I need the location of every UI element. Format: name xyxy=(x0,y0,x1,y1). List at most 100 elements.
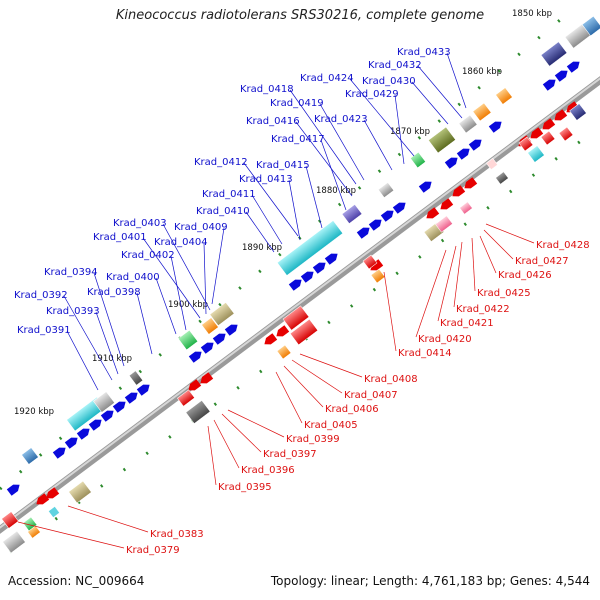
gene-block xyxy=(569,103,587,121)
gene-label-layer: 1850 kbp 1860 kbp 1870 kbp 1880 kbp 1890 kbp… xyxy=(14,9,590,556)
leader-line xyxy=(227,409,285,438)
gene-label: Krad_0413 xyxy=(239,174,293,185)
gene-label: Krad_0398 xyxy=(87,287,141,298)
leader-line xyxy=(363,119,393,171)
gene-label: Krad_0403 xyxy=(113,218,167,229)
gene-block xyxy=(459,201,473,215)
accession-label: Accession: NC_009664 xyxy=(8,574,145,588)
gene-label: Krad_0404 xyxy=(154,237,208,248)
gene-label: Krad_0414 xyxy=(398,348,452,359)
leader-line xyxy=(243,162,299,237)
leader-line xyxy=(320,139,347,211)
leader-line xyxy=(485,223,535,244)
gene-label: Krad_0424 xyxy=(300,73,354,84)
gene-label: Krad_0406 xyxy=(325,404,379,415)
gene-arrow xyxy=(554,109,568,121)
gene-label: Krad_0415 xyxy=(256,160,310,171)
gene-arrow xyxy=(88,419,102,431)
leader-line xyxy=(221,413,262,453)
leader-line xyxy=(415,249,447,338)
gene-label: Krad_0399 xyxy=(286,434,340,445)
scale-label: 1920 kbp xyxy=(14,407,54,417)
gene-arrow xyxy=(124,392,138,404)
gene-arrow xyxy=(136,384,150,396)
gene-arrow xyxy=(64,437,78,449)
gene-arrow xyxy=(276,325,290,337)
gene-block xyxy=(276,220,344,276)
reverse-strand-track xyxy=(1,101,587,554)
gene-block xyxy=(410,151,426,169)
leader-line xyxy=(437,245,457,322)
gene-arrow xyxy=(188,351,202,363)
scale-label: 1900 kbp xyxy=(168,300,208,310)
gene-label: Krad_0428 xyxy=(536,240,590,251)
gene-block xyxy=(282,305,310,331)
leader-line xyxy=(394,94,405,165)
gene-arrow xyxy=(112,401,126,413)
gene-block xyxy=(581,15,600,37)
gene-label: Krad_0392 xyxy=(14,290,68,301)
gene-label: Krad_0422 xyxy=(456,304,510,315)
gene-arrow xyxy=(418,181,432,193)
gene-label: Krad_0405 xyxy=(304,420,358,431)
leader-line xyxy=(289,89,357,185)
leader-line xyxy=(66,330,99,391)
gene-arrow xyxy=(452,185,466,197)
gene-label: Krad_0395 xyxy=(218,482,272,493)
gene-arrow xyxy=(188,379,202,391)
gene-arrow xyxy=(312,262,326,274)
gene-block xyxy=(177,389,195,407)
gene-label: Krad_0421 xyxy=(440,318,494,329)
gene-block xyxy=(201,317,219,335)
gene-label: Krad_0426 xyxy=(498,270,552,281)
gene-arrow xyxy=(468,139,482,151)
gene-block xyxy=(68,480,92,504)
gene-label: Krad_0432 xyxy=(368,60,422,71)
gene-label: Krad_0427 xyxy=(515,256,569,267)
gene-label: Krad_0400 xyxy=(106,272,160,283)
gene-arrow xyxy=(356,227,370,239)
leader-line xyxy=(383,271,397,352)
gene-block xyxy=(558,126,574,142)
gene-block xyxy=(486,158,498,170)
gene-label: Krad_0407 xyxy=(344,390,398,401)
leader-line xyxy=(411,81,449,125)
gene-block xyxy=(377,182,395,198)
gene-arrow xyxy=(300,271,314,283)
gene-arrow xyxy=(36,493,50,505)
map-title: Kineococcus radiotolerans SRS30216, comp… xyxy=(115,8,485,23)
leader-line xyxy=(207,425,217,486)
gene-block xyxy=(370,268,386,284)
leader-line xyxy=(446,52,467,109)
scale-label: 1860 kbp xyxy=(462,67,502,77)
leader-line xyxy=(479,235,497,274)
gene-block xyxy=(177,329,199,351)
gene-arrow xyxy=(464,177,478,189)
gene-arrow xyxy=(212,333,226,345)
gene-arrow xyxy=(444,157,458,169)
scale-label: 1910 kbp xyxy=(92,354,132,364)
scale-label: 1870 kbp xyxy=(390,127,430,137)
leader-line xyxy=(417,65,463,119)
gene-label: Krad_0412 xyxy=(194,157,248,168)
gene-arrow xyxy=(440,198,454,210)
gene-label: Krad_0383 xyxy=(150,529,204,540)
gene-block xyxy=(435,215,453,233)
gene-arrow xyxy=(200,342,214,354)
gene-label: Krad_0423 xyxy=(314,114,368,125)
gene-label: Krad_0408 xyxy=(364,374,418,385)
gene-block xyxy=(128,370,144,386)
leader-line xyxy=(170,255,187,331)
gene-block xyxy=(185,400,211,424)
leader-line xyxy=(155,277,177,335)
genome-backbone xyxy=(0,76,600,534)
gene-label: Krad_0419 xyxy=(270,98,324,109)
gene-label: Krad_0401 xyxy=(93,232,147,243)
gene-block xyxy=(495,171,509,185)
gene-label: Krad_0433 xyxy=(397,47,451,58)
gene-arrow xyxy=(100,410,114,422)
leader-line xyxy=(483,229,514,260)
gene-arrow xyxy=(324,253,338,265)
gene-arrow xyxy=(542,79,556,91)
gene-arrow xyxy=(456,148,470,160)
